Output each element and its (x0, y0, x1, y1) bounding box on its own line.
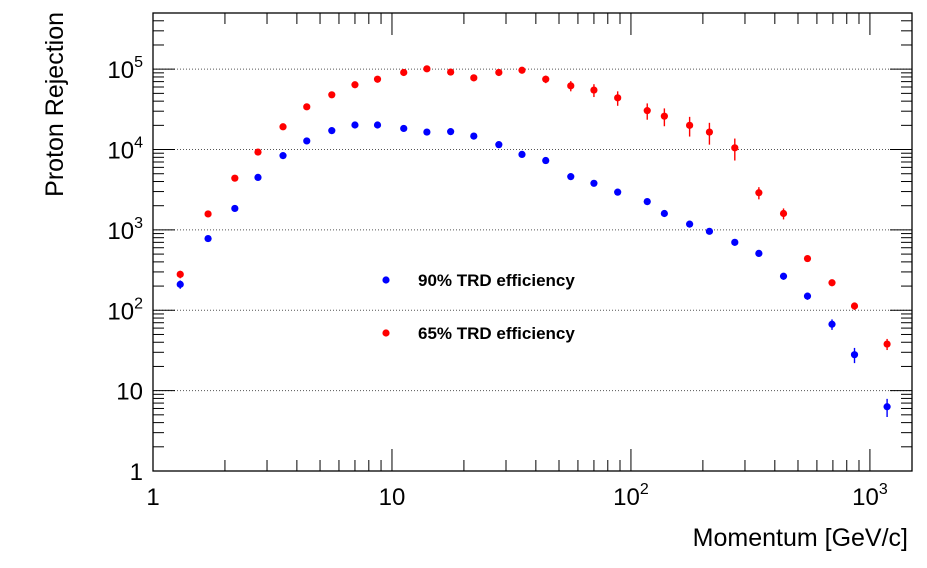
x-axis-title: Momentum [GeV/c] (693, 524, 908, 552)
legend-marker (382, 329, 390, 337)
data-point (470, 74, 478, 82)
data-point (518, 66, 526, 74)
x-tick-label: 103 (852, 481, 888, 511)
data-point (590, 86, 598, 94)
x-tick-label: 1 (146, 484, 159, 511)
data-points (176, 65, 891, 417)
data-point (204, 234, 212, 243)
data-point (828, 279, 836, 287)
data-point (731, 238, 739, 246)
data-point (614, 94, 622, 102)
data-point (614, 188, 622, 196)
data-point (328, 127, 336, 135)
data-point (803, 254, 812, 263)
data-point (423, 128, 431, 136)
data-point (495, 68, 503, 77)
y-tick-label: 102 (107, 295, 143, 325)
data-point (803, 292, 812, 300)
data-point (705, 227, 714, 235)
data-point (850, 351, 859, 359)
data-point (705, 128, 714, 136)
data-point (567, 173, 575, 181)
grid (153, 68, 912, 392)
data-point (518, 150, 526, 158)
data-point (204, 210, 212, 218)
data-point (643, 198, 651, 206)
data-point (447, 128, 455, 136)
data-point (850, 302, 859, 310)
legend-label: 65% TRD efficiency (418, 324, 575, 343)
data-point (883, 403, 891, 411)
data-point (400, 68, 408, 77)
data-point (731, 144, 739, 152)
data-point (779, 209, 788, 218)
data-point (470, 132, 478, 140)
data-point (303, 103, 311, 111)
data-point (279, 152, 287, 160)
data-point (660, 209, 668, 218)
x-tick-label: 10 (379, 484, 406, 511)
data-point (755, 249, 763, 258)
data-point (328, 91, 336, 99)
data-point (303, 137, 311, 145)
legend-marker (382, 276, 390, 284)
legend: 90% TRD efficiency 65% TRD efficiency (382, 271, 575, 343)
data-point (828, 320, 836, 328)
data-point (495, 141, 503, 149)
data-point (686, 220, 694, 228)
data-point (231, 204, 239, 213)
data-point (254, 173, 262, 182)
data-point (176, 280, 184, 288)
y-tick-label: 104 (107, 135, 143, 165)
data-point (883, 340, 891, 348)
data-point (279, 123, 287, 131)
legend-label: 90% TRD efficiency (418, 271, 575, 290)
data-point (779, 272, 788, 280)
data-point (686, 121, 694, 129)
data-point (400, 124, 408, 133)
data-point (755, 189, 763, 197)
y-tick-label: 10 (116, 379, 143, 406)
data-point (373, 75, 382, 83)
data-point (542, 75, 550, 83)
data-point (254, 148, 262, 156)
plot-frame (152, 12, 913, 472)
data-point (351, 121, 359, 129)
data-point (231, 174, 239, 182)
data-point (373, 121, 382, 129)
data-point (447, 68, 455, 76)
data-point (423, 65, 431, 73)
data-point (176, 270, 184, 278)
y-tick-label: 105 (107, 54, 143, 84)
data-point (351, 81, 359, 89)
data-point (643, 107, 651, 115)
data-point (590, 179, 598, 187)
y-tick-label: 1 (130, 459, 143, 486)
data-point (567, 82, 575, 90)
data-point (660, 112, 668, 120)
y-axis-title: Proton Rejection (41, 12, 69, 197)
axes: 1 10 102 103 1 10 102 103 104 105 Momentum [GeV/c]… (41, 12, 913, 552)
y-tick-label: 103 (107, 215, 143, 245)
x-tick-label: 102 (613, 481, 649, 511)
data-point (542, 156, 550, 165)
